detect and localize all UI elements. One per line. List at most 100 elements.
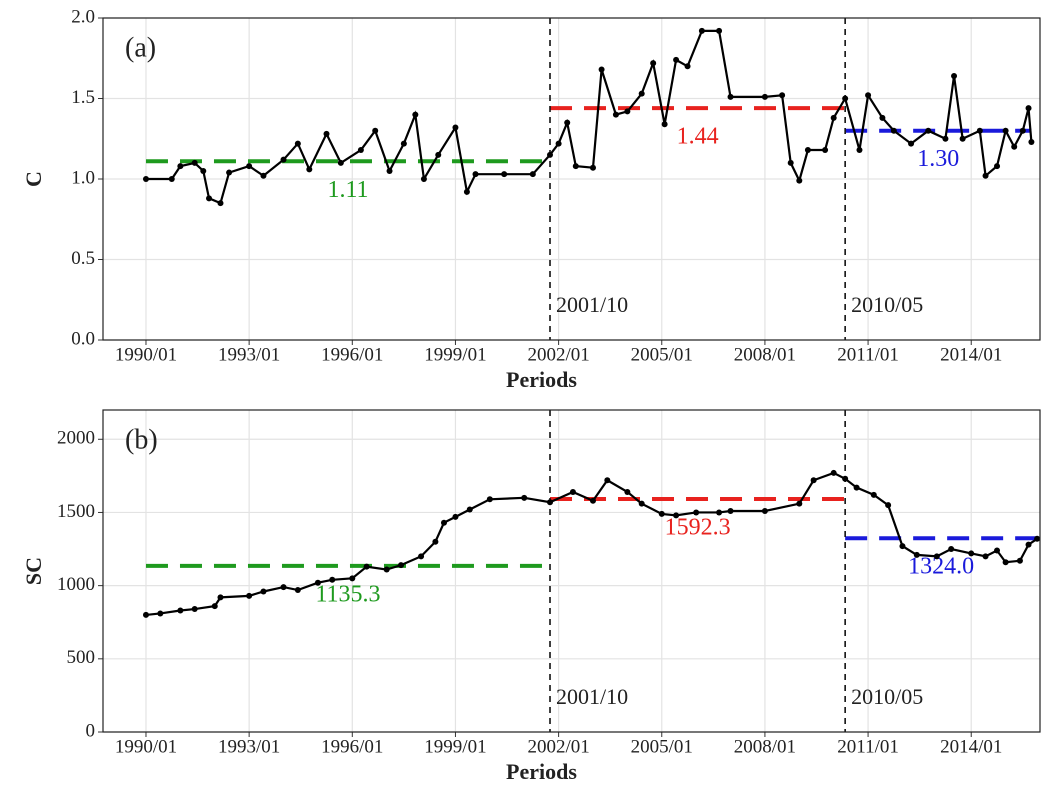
- data-point: [761, 93, 768, 100]
- data-point: [569, 488, 576, 495]
- data-point: [206, 195, 213, 202]
- data-point: [547, 151, 554, 158]
- data-point: [673, 512, 680, 519]
- data-point: [638, 500, 645, 507]
- plot-background: [103, 410, 1040, 732]
- data-point: [804, 147, 811, 154]
- data-point: [1034, 535, 1041, 542]
- data-point: [420, 176, 427, 182]
- data-point: [463, 188, 470, 195]
- data-point: [142, 176, 149, 182]
- data-point: [572, 163, 579, 170]
- data-point: [260, 588, 267, 595]
- mean-label: 1135.3: [315, 581, 380, 607]
- data-point: [226, 169, 233, 176]
- data-point: [673, 56, 680, 63]
- data-point: [624, 108, 631, 115]
- data-point: [168, 176, 175, 182]
- data-point: [698, 27, 705, 34]
- data-point: [1019, 127, 1026, 134]
- data-point: [349, 575, 356, 582]
- data-point: [727, 93, 734, 100]
- x-tick-label: 2011/01: [837, 344, 899, 365]
- data-point: [363, 563, 370, 570]
- data-point: [650, 60, 657, 67]
- data-point: [925, 127, 932, 134]
- data-point: [913, 551, 920, 558]
- x-tick-label: 2002/01: [527, 736, 589, 757]
- x-axis-label: Periods: [506, 759, 577, 784]
- data-point: [400, 140, 407, 147]
- data-point: [604, 477, 611, 484]
- data-point: [879, 114, 886, 121]
- x-tick-label: 1996/01: [321, 344, 383, 365]
- break-label: 2010/05: [851, 684, 923, 709]
- data-point: [856, 147, 863, 154]
- data-point: [796, 500, 803, 507]
- data-point: [951, 72, 958, 79]
- data-point: [564, 119, 571, 126]
- data-point: [908, 140, 915, 147]
- data-point: [727, 507, 734, 514]
- break-label: 2001/10: [556, 684, 628, 709]
- x-tick-label: 2014/01: [940, 736, 1002, 757]
- data-point: [529, 171, 536, 178]
- data-point: [452, 513, 459, 520]
- x-tick-label: 1993/01: [218, 736, 280, 757]
- data-point: [260, 172, 267, 179]
- break-label: 2001/10: [556, 292, 628, 317]
- data-point: [589, 164, 596, 171]
- data-point: [412, 111, 419, 118]
- data-point: [638, 90, 645, 97]
- x-axis-label: Periods: [506, 367, 577, 392]
- data-point: [466, 506, 473, 513]
- data-point: [842, 475, 849, 482]
- x-tick-label: 1996/01: [321, 736, 383, 757]
- data-point: [948, 546, 955, 553]
- data-point: [521, 494, 528, 501]
- data-point: [1016, 557, 1023, 564]
- data-point: [761, 507, 768, 514]
- data-point: [942, 135, 949, 142]
- plot-frame: [102, 17, 1041, 341]
- data-point: [982, 553, 989, 560]
- data-point: [976, 127, 983, 134]
- data-point: [314, 579, 321, 586]
- data-point: [294, 587, 301, 594]
- y-tick-label: 1.5: [71, 87, 95, 108]
- break-label: 2010/05: [851, 292, 923, 317]
- mean-label: 1.30: [917, 146, 959, 172]
- x-tick-label: 1990/01: [115, 344, 177, 365]
- data-point: [157, 610, 164, 617]
- x-tick-label: 2011/01: [837, 736, 899, 757]
- data-point: [323, 130, 330, 137]
- data-point: [865, 92, 872, 99]
- data-point: [383, 566, 390, 573]
- data-point: [246, 592, 253, 599]
- data-point: [658, 510, 665, 517]
- data-point: [547, 499, 554, 506]
- data-point: [486, 496, 493, 503]
- data-point: [787, 159, 794, 166]
- data-point: [968, 550, 975, 557]
- data-point: [246, 163, 253, 170]
- data-point: [357, 147, 364, 154]
- data-point: [501, 171, 508, 178]
- panel-title: (a): [125, 32, 156, 63]
- data-point: [1028, 138, 1035, 145]
- data-point: [1025, 541, 1032, 548]
- y-tick-label: 1500: [57, 501, 95, 522]
- y-tick-label: 0.0: [71, 328, 95, 349]
- data-point: [306, 166, 313, 173]
- data-point: [810, 477, 817, 484]
- data-point: [598, 66, 605, 73]
- data-point: [1002, 127, 1009, 134]
- y-tick-label: 500: [67, 647, 96, 668]
- mean-label: 1.11: [327, 177, 368, 203]
- data-point: [589, 497, 596, 504]
- data-point: [822, 147, 829, 154]
- data-point: [418, 553, 425, 560]
- y-tick-label: 2000: [57, 428, 95, 449]
- data-point: [280, 156, 287, 163]
- data-point: [612, 111, 619, 118]
